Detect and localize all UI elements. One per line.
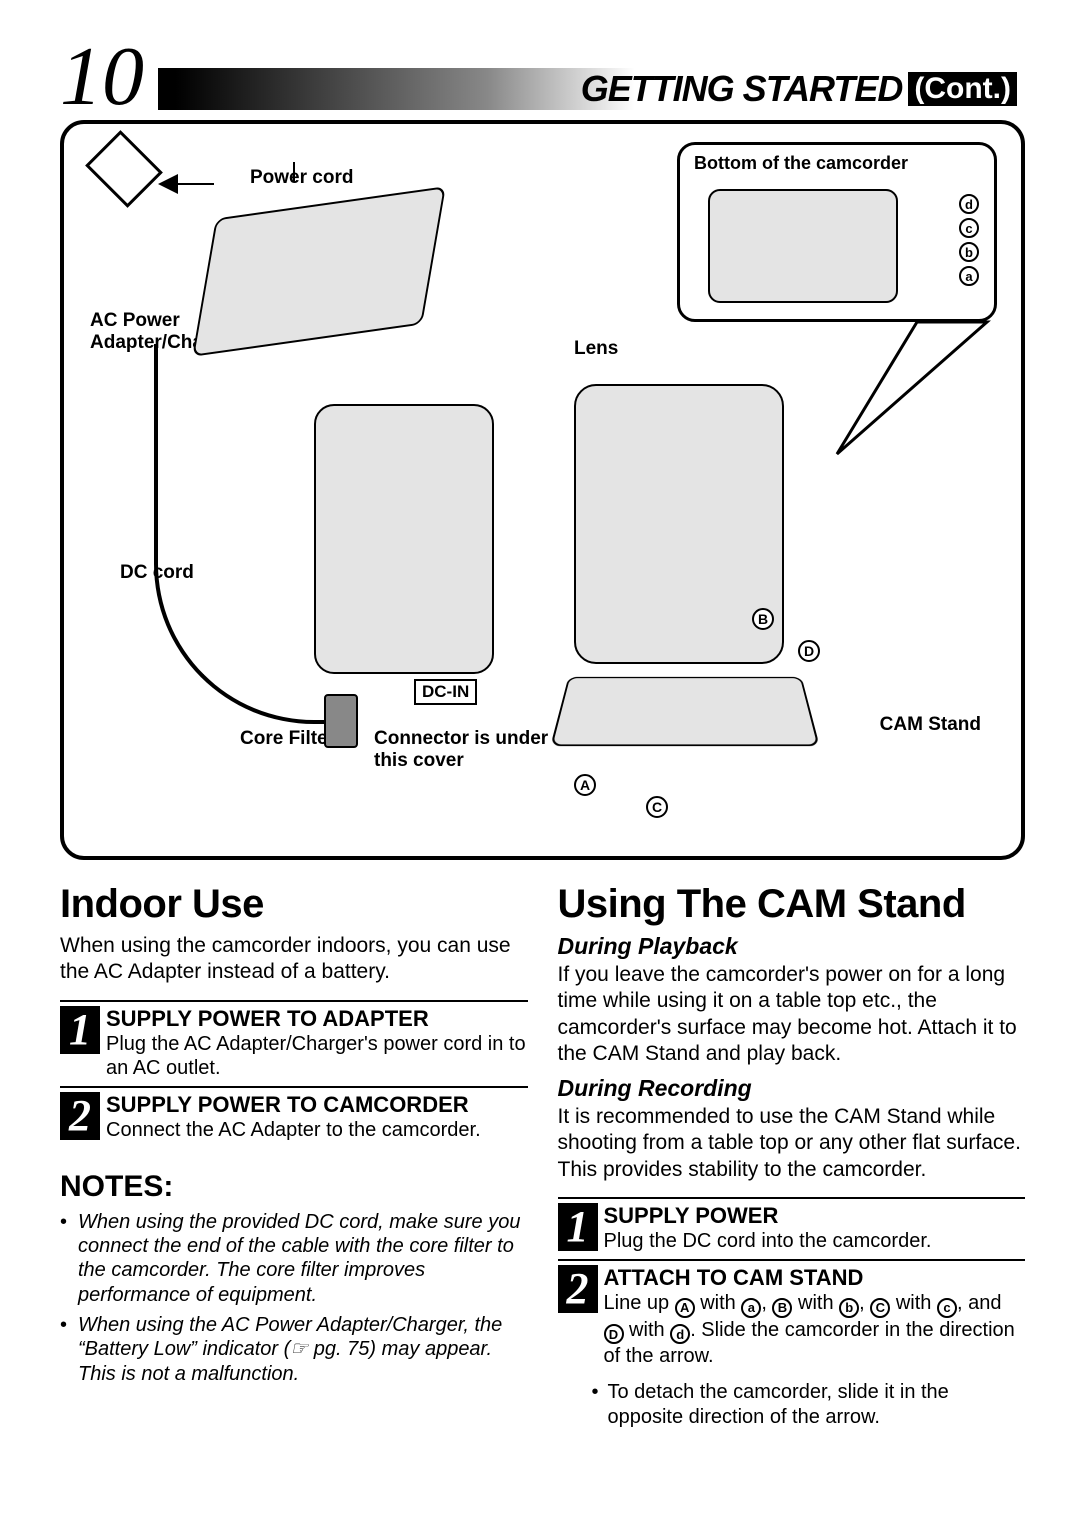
header-main: GETTING STARTED: [581, 68, 903, 110]
label-connector: Connector is under this cover: [374, 728, 548, 772]
sketch-bottom: [708, 189, 898, 303]
right-p2: It is recommended to use the CAM Stand w…: [558, 1104, 1026, 1183]
detach-tip: To detach the camcorder, slide it in the…: [558, 1380, 1026, 1429]
step-text: Line up A with a, B with b, C with c, an…: [604, 1291, 1026, 1369]
label-B-upper: B: [752, 608, 774, 630]
step-title: SUPPLY POWER: [604, 1203, 1026, 1229]
left-column: Indoor Use When using the camcorder indo…: [60, 882, 528, 1429]
step-title: SUPPLY POWER TO CAMCORDER: [106, 1092, 528, 1118]
right-column: Using The CAM Stand During Playback If y…: [558, 882, 1026, 1429]
page-header: 10 GETTING STARTED (Cont.): [60, 40, 1025, 110]
right-step-1: 1 SUPPLY POWER Plug the DC cord into the…: [558, 1197, 1026, 1253]
label-A-upper: A: [574, 774, 596, 796]
sketch-cam-stand: [550, 677, 819, 746]
left-step-1: 1 SUPPLY POWER TO ADAPTER Plug the AC Ad…: [60, 1000, 528, 1080]
sketch-core-filter: [324, 694, 358, 748]
callout-tail: [677, 314, 997, 474]
sub-recording: During Recording: [558, 1075, 1026, 1102]
labels-lower-stack: d c b a: [959, 194, 979, 286]
sub-playback: During Playback: [558, 933, 1026, 960]
step-title: SUPPLY POWER TO ADAPTER: [106, 1006, 528, 1032]
right-p1: If you leave the camcorder's power on fo…: [558, 962, 1026, 1067]
label-c-lower: c: [959, 218, 979, 238]
text-columns: Indoor Use When using the camcorder indo…: [60, 882, 1025, 1429]
notes-list: When using the provided DC cord, make su…: [60, 1210, 528, 1387]
left-intro: When using the camcorder indoors, you ca…: [60, 933, 528, 986]
step-body: SUPPLY POWER TO ADAPTER Plug the AC Adap…: [106, 1006, 528, 1080]
page-number: 10: [60, 43, 158, 110]
label-core-filter: Core Filter: [240, 728, 335, 750]
step-body: SUPPLY POWER TO CAMCORDER Connect the AC…: [106, 1092, 528, 1142]
label-a-lower: a: [959, 266, 979, 286]
right-title: Using The CAM Stand: [558, 882, 1026, 927]
step-number: 1: [60, 1006, 100, 1054]
left-step-2: 2 SUPPLY POWER TO CAMCORDER Connect the …: [60, 1086, 528, 1142]
label-cam-stand: CAM Stand: [880, 714, 981, 736]
step-text: Connect the AC Adapter to the camcorder.: [106, 1118, 528, 1142]
sketch-cable: [154, 344, 324, 724]
inset-bottom-view: Bottom of the camcorder: [677, 142, 997, 322]
label-C-upper: C: [646, 796, 668, 818]
step-number: 1: [558, 1203, 598, 1251]
header-cont: (Cont.): [908, 72, 1017, 106]
sketch-camcorder-left: [314, 404, 494, 674]
sketch-adapter: [192, 186, 446, 357]
arrow-power-cord: [154, 154, 304, 204]
diagram-container: Power cord AC Power Adapter/Charger DC c…: [60, 120, 1025, 860]
step-body: SUPPLY POWER Plug the DC cord into the c…: [604, 1203, 1026, 1253]
left-title: Indoor Use: [60, 882, 528, 927]
label-dc-in: DC-IN: [414, 679, 477, 705]
step-text: Plug the DC cord into the camcorder.: [604, 1229, 1026, 1253]
notes-title: NOTES:: [60, 1170, 528, 1204]
step-number: 2: [558, 1265, 598, 1313]
label-d-lower: d: [959, 194, 979, 214]
step-body: ATTACH TO CAM STAND Line up A with a, B …: [604, 1265, 1026, 1369]
right-step-2: 2 ATTACH TO CAM STAND Line up A with a, …: [558, 1259, 1026, 1369]
label-b-lower: b: [959, 242, 979, 262]
note-item: When using the AC Power Adapter/Charger,…: [60, 1313, 528, 1386]
label-bottom: Bottom of the camcorder: [694, 153, 908, 174]
step-text: Plug the AC Adapter/Charger's power cord…: [106, 1032, 528, 1080]
step-number: 2: [60, 1092, 100, 1140]
step-title: ATTACH TO CAM STAND: [604, 1265, 1026, 1291]
header-band: GETTING STARTED (Cont.): [158, 68, 1025, 110]
note-item: When using the provided DC cord, make su…: [60, 1210, 528, 1308]
label-lens: Lens: [574, 338, 618, 360]
sketch-outlet: [85, 130, 163, 208]
label-D-upper: D: [798, 640, 820, 662]
